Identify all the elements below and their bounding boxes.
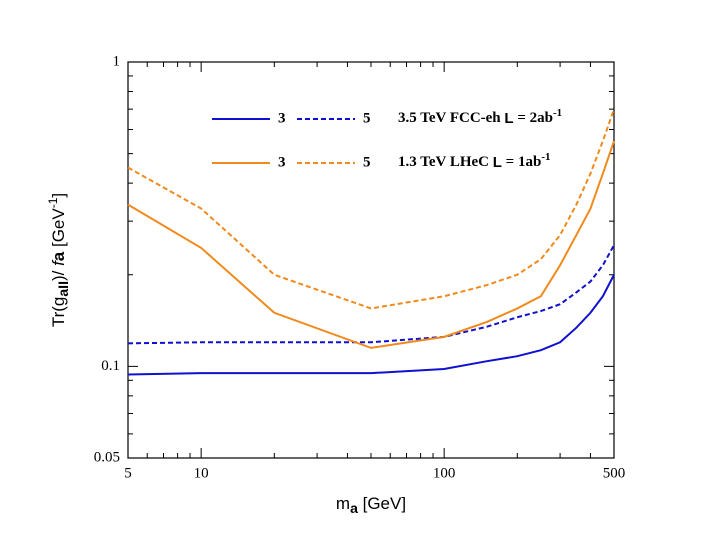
legend-text: -1	[541, 151, 550, 163]
legend-text: = 1ab	[502, 154, 541, 170]
y-tick-label: 1	[113, 53, 121, 69]
series-line	[127, 140, 615, 349]
legend-group-label: 3.5 TeV FCC-eh L = 2ab-1	[398, 107, 562, 127]
legend-label: 5	[363, 110, 371, 126]
x-axis-label: ma [GeV]	[336, 494, 406, 515]
legend-text: 3.5 TeV FCC-eh	[398, 110, 504, 126]
legend-text: 1.3 TeV LHeC	[398, 154, 493, 170]
legend-label: 3	[278, 154, 286, 170]
series-line	[127, 108, 615, 310]
series-line	[127, 274, 615, 376]
legend-group-label: 1.3 TeV LHeC L = 1ab-1	[398, 151, 550, 171]
legend-text: L	[493, 154, 502, 171]
x-tick-label: 5	[124, 465, 132, 481]
legend-text: L	[504, 110, 513, 127]
legend-label: 3	[278, 110, 286, 126]
x-tick-label: 10	[194, 465, 209, 481]
y-axis-label: Tr(gaII)/ fa [GeV-1]	[46, 193, 71, 327]
x-tick-label: 500	[603, 465, 626, 481]
legend-text: = 2ab	[514, 110, 553, 126]
y-tick-label: 0.05	[94, 449, 120, 465]
x-tick-label: 100	[433, 465, 456, 481]
y-tick-label: 0.1	[101, 358, 120, 374]
legend-label: 5	[363, 154, 371, 170]
series-line	[127, 244, 615, 345]
legend-text: -1	[553, 107, 562, 119]
